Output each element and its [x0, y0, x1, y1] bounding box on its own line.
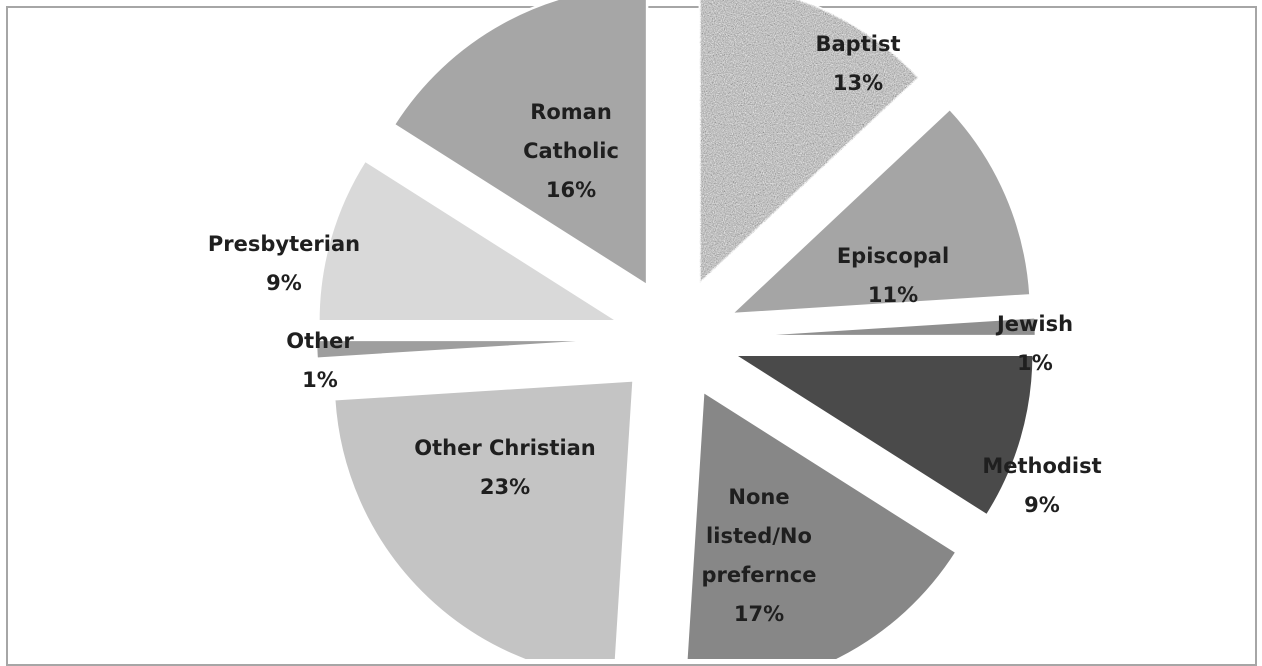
- pie-slice-methodist: [729, 353, 1035, 518]
- data-label-episcopal: Episcopal 11%: [837, 244, 949, 307]
- pie-slice-roman-catholic: [392, 0, 649, 288]
- data-label-other: Other 1%: [286, 329, 354, 392]
- pie-slice-episcopal: [727, 107, 1032, 316]
- pie-labels: Baptist 13% Episcopal 11% Jewish 1% Methodist 9…: [208, 32, 1102, 626]
- pie-slice-presbyterian: [317, 158, 623, 323]
- data-label-baptist: Baptist 13%: [816, 32, 901, 95]
- pie-slice-other: [314, 338, 617, 361]
- pie-slices: [314, 0, 1038, 659]
- data-label-none-listed-no-prefernce: None listed/No prefernce 17%: [701, 485, 816, 626]
- data-label-other-christian: Other Christian 23%: [414, 436, 596, 499]
- data-label-methodist: Methodist 9%: [982, 454, 1101, 517]
- pie-slice-texture: [699, 0, 919, 283]
- pie-slice-other-christian: [332, 379, 635, 659]
- data-label-roman-catholic: Roman Catholic 16%: [523, 100, 619, 202]
- data-label-jewish: Jewish 1%: [995, 312, 1073, 375]
- pie-slice-jewish: [735, 315, 1038, 338]
- data-label-presbyterian: Presbyterian 9%: [208, 232, 360, 295]
